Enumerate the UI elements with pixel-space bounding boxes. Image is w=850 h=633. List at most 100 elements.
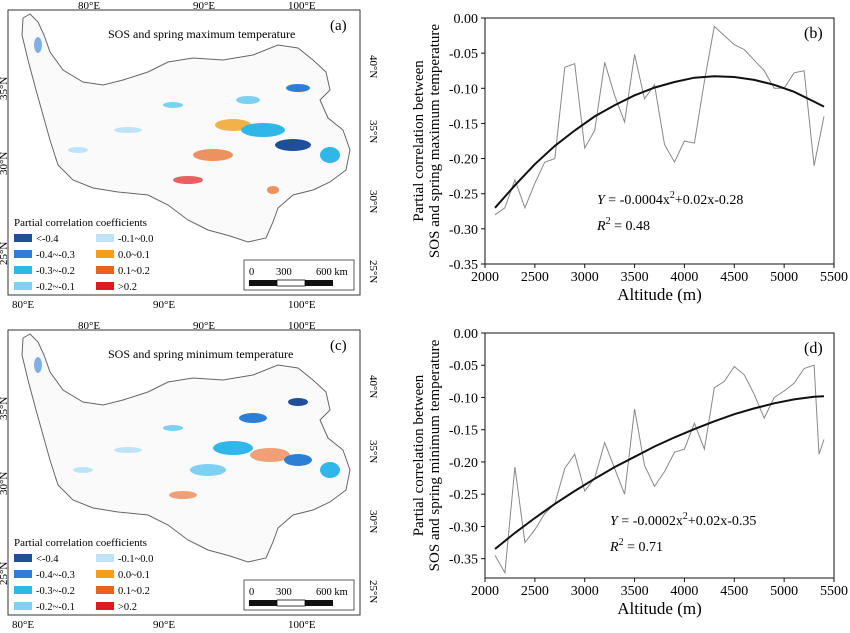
lat-label-right-4: 25°N xyxy=(367,260,379,283)
patch-positive xyxy=(173,176,203,184)
legend-swatch xyxy=(14,282,32,290)
lat-label-left-3: 25°N xyxy=(0,562,10,585)
legend-swatch xyxy=(96,282,114,290)
legend-swatch xyxy=(14,554,32,562)
series-line-fit xyxy=(494,75,825,209)
lon-label-bottom-2: 90°E xyxy=(153,619,175,631)
x-tick-label: 2000 xyxy=(471,584,499,599)
x-tick-label: 5500 xyxy=(820,270,848,285)
legend-label: >0.2 xyxy=(118,282,137,293)
lon-label-bottom-1: 80°E xyxy=(12,299,34,311)
legend-label: <-0.4 xyxy=(36,234,59,245)
legend-label: >0.2 xyxy=(118,602,137,613)
lon-label-top-1: 80°E xyxy=(78,320,100,332)
patch-negative xyxy=(320,462,340,478)
legend-label: -0.4~-0.3 xyxy=(36,250,75,261)
patch-positive xyxy=(267,186,279,194)
y-tick-label: -0.10 xyxy=(449,391,478,406)
legend-label: 0.1~0.2 xyxy=(118,586,150,597)
x-tick-label: 4000 xyxy=(670,584,698,599)
legend-label: <-0.4 xyxy=(36,554,59,565)
lon-label-top-1: 80°E xyxy=(78,0,100,12)
legend-swatch xyxy=(96,554,114,562)
patch-negative xyxy=(286,84,310,92)
legend-swatch xyxy=(14,602,32,610)
lat-label-left-2: 30°N xyxy=(0,472,10,495)
patch-weak-negative xyxy=(68,147,88,153)
map-title: SOS and spring minimum temperature xyxy=(108,347,293,361)
lon-label-top-2: 90°E xyxy=(193,0,215,12)
legend-swatch xyxy=(96,570,114,578)
legend-label: -0.1~0.0 xyxy=(118,554,153,565)
y-tick-label: 0.00 xyxy=(454,12,479,27)
x-tick-label: 2500 xyxy=(521,584,549,599)
x-tick-label: 2500 xyxy=(521,270,549,285)
scale-segment xyxy=(249,600,277,606)
patch-negative xyxy=(34,357,42,373)
x-axis-label: Altitude (m) xyxy=(617,285,702,304)
y-tick-label: -0.20 xyxy=(449,456,478,471)
patch-weak-negative xyxy=(190,464,226,476)
legend-swatch xyxy=(14,234,32,242)
x-axis-label: Altitude (m) xyxy=(617,599,702,618)
lon-label-bottom-1: 80°E xyxy=(12,619,34,631)
x-tick-label: 2000 xyxy=(471,270,499,285)
x-tick-label: 4000 xyxy=(670,270,698,285)
y-tick-label: -0.10 xyxy=(449,82,478,97)
lon-label-bottom-2: 90°E xyxy=(153,299,175,311)
lat-label-right-2: 35°N xyxy=(367,120,379,143)
y-tick-label: -0.20 xyxy=(449,153,478,168)
lat-label-right-4: 25°N xyxy=(367,580,379,603)
regression-equation: Y = -0.0004x2+0.02x-0.28 xyxy=(597,190,743,208)
legend-title: Partial correlation coefficients xyxy=(14,537,147,549)
scale-segment xyxy=(249,280,277,286)
scale-segment xyxy=(276,279,306,287)
legend-swatch xyxy=(14,266,32,274)
y-axis-label: SOS and spring maximum temperature xyxy=(427,24,443,258)
plot-area xyxy=(484,17,835,265)
scale-tick: 300 xyxy=(276,267,292,278)
lat-label-right-1: 40°N xyxy=(367,55,379,78)
x-tick-label: 4500 xyxy=(720,270,748,285)
scale-tick: 600 km xyxy=(316,267,348,278)
legend-swatch xyxy=(14,250,32,258)
plateau-boundary xyxy=(21,13,351,243)
y-tick-label: -0.25 xyxy=(449,488,478,503)
lat-label-left-3: 25°N xyxy=(0,242,10,265)
lon-label-top-2: 90°E xyxy=(193,320,215,332)
map-panel-c: 80°E 90°E 100°E 80°E 90°E 100°E 35°N 30°… xyxy=(0,320,379,631)
x-tick-label: 3000 xyxy=(571,270,599,285)
patch-negative xyxy=(284,454,312,466)
patch-weak-negative xyxy=(114,127,142,133)
legend-label: -0.4~-0.3 xyxy=(36,570,75,581)
x-tick-label: 3500 xyxy=(621,270,649,285)
scale-tick: 600 km xyxy=(316,587,348,598)
y-axis-label: Partial correlation between xyxy=(411,374,427,536)
legend-label: -0.1~0.0 xyxy=(118,234,153,245)
legend-swatch xyxy=(14,570,32,578)
y-tick-label: -0.30 xyxy=(449,223,478,238)
y-tick-label: 0.00 xyxy=(454,327,479,342)
scale-tick: 0 xyxy=(249,267,254,278)
y-tick-label: -0.05 xyxy=(449,47,478,62)
lat-label-right-3: 30°N xyxy=(367,510,379,533)
scale-segment xyxy=(305,280,333,286)
plateau-boundary xyxy=(21,333,351,563)
legend-swatch xyxy=(96,602,114,610)
lon-label-top-3: 100°E xyxy=(288,320,316,332)
scale-bar: 0 300 600 km xyxy=(243,579,355,611)
x-tick-label: 5000 xyxy=(770,270,798,285)
y-tick-label: -0.30 xyxy=(449,520,478,535)
x-tick-label: 4500 xyxy=(720,584,748,599)
patch-weak-negative xyxy=(163,102,183,108)
panel-label: (a) xyxy=(330,18,347,34)
x-tick-label: 3000 xyxy=(571,584,599,599)
y-tick-label: -0.35 xyxy=(449,553,478,568)
y-axis-label: SOS and spring minimum temperature xyxy=(427,339,443,571)
regression-equation: Y = -0.0002x2+0.02x-0.35 xyxy=(610,511,756,529)
x-tick-label: 5000 xyxy=(770,584,798,599)
patch-weak-negative xyxy=(114,447,142,453)
legend-swatch xyxy=(96,586,114,594)
scale-segment xyxy=(305,600,333,606)
